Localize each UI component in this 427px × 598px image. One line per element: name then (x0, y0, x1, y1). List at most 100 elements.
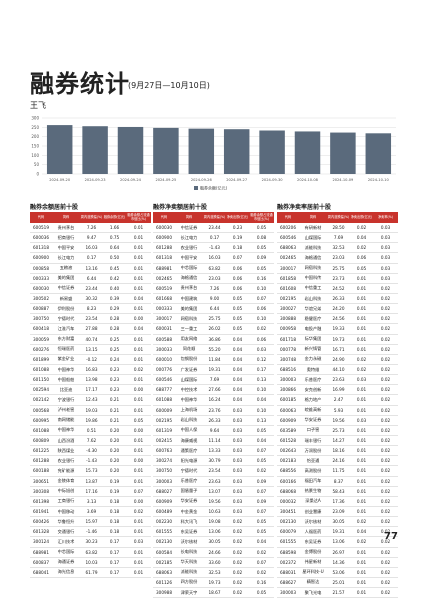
cell: 23.63 (332, 377, 345, 383)
cell: 13.07 (208, 488, 221, 494)
cell: 002230 (156, 519, 172, 525)
cell: 600909 (280, 417, 296, 423)
cell: 000333 (33, 275, 49, 281)
cell: 0.10 (256, 387, 267, 393)
cell: 0.01 (356, 498, 367, 504)
table-row: 603589 口子窖 25.73 0.01 0.02 (277, 426, 398, 436)
cell: 0.04 (256, 438, 267, 444)
cell: 26.97 (332, 549, 345, 555)
cell: 600887 (33, 306, 49, 312)
cell: 19.73 (332, 336, 345, 342)
cell: 0.04 (133, 296, 144, 302)
cell: 0.00 (133, 316, 144, 322)
cell: 0.02 (380, 296, 391, 302)
cell: 23.54 (85, 316, 98, 322)
y-tick-label: 50 (34, 162, 40, 167)
table-row: 601126 四方股份 19.73 0.02 0.16 (153, 578, 274, 589)
cell: 600809 (33, 438, 49, 444)
cell: 0.02 (380, 336, 391, 342)
table-row: 000858 五粮液 13.16 0.45 0.01 (30, 264, 151, 274)
cell: 002195 (156, 417, 172, 423)
cell: 0.05 (256, 458, 267, 464)
cell: 0.09 (256, 255, 267, 261)
cell: -4.30 (86, 448, 97, 454)
cell: 交通银行 (57, 528, 75, 534)
cell: 国盾量子 (180, 488, 198, 494)
table-row: 300003 乐普医疗 23.63 0.03 0.09 (153, 477, 274, 487)
cell: 0.02 (232, 519, 243, 525)
table-row: 600063 皖维高新 5.93 0.01 0.02 (277, 406, 398, 416)
cell: 0.25 (109, 336, 120, 342)
cell: 12.43 (85, 397, 98, 403)
table-row: 600900 长江电力 0.17 0.50 0.01 (30, 253, 151, 264)
cell: 601288 (156, 245, 172, 251)
cell: 688556 (280, 468, 296, 474)
column-header: 周内涨跌幅(%) (327, 214, 350, 219)
cell: 0.02 (380, 590, 391, 596)
table-row: 601899 紫金矿业 -0.12 0.24 0.01 (30, 355, 151, 365)
bar (365, 133, 392, 174)
cell: 0.01 (133, 397, 144, 403)
cell: 25.73 (332, 427, 345, 433)
cell: 0.01 (356, 387, 367, 393)
cell: 0.01 (133, 275, 144, 281)
cell: 601225 (33, 448, 49, 454)
cell: 30.79 (208, 458, 221, 464)
cell: 300651 (33, 478, 49, 484)
cell: 0.06 (356, 255, 367, 261)
cell: 0.01 (356, 306, 367, 312)
title: 融券统计 (30, 70, 130, 98)
cell: 0.23 (109, 367, 120, 373)
cell: 0.20 (109, 427, 120, 433)
cell: 津荣天宇 (180, 589, 198, 595)
cell: 五粮液 (59, 265, 73, 271)
cell: 300274 (156, 458, 172, 464)
cell: 601398 (33, 498, 49, 504)
column-header: 周内涨跌幅(%) (203, 214, 226, 219)
cell: 0.23 (109, 377, 120, 383)
cell: 9.00 (209, 296, 220, 302)
cell: 30.05 (208, 539, 221, 545)
table-row: 688516 奥特维 44.10 0.02 0.02 (277, 365, 398, 376)
cell: 宁德时代 (57, 315, 75, 321)
cell: 0.01 (133, 468, 144, 474)
table-row: 600206 有研新材 28.50 0.02 0.03 (277, 223, 398, 234)
cell: 紫金矿业 (57, 356, 75, 362)
cell: 16.24 (208, 397, 221, 403)
table-row: 601941 中国移动 3.69 0.18 0.02 (30, 507, 151, 518)
table-title: 融券净卖额居前十股 (153, 204, 208, 211)
cell: 601088 (33, 427, 49, 433)
cell: 0.02 (380, 509, 391, 514)
column-header: 代码 (284, 214, 292, 219)
cell: 0.05 (256, 265, 267, 271)
cell: 17.36 (332, 498, 345, 504)
table-row: 300750 宁德时代 23.54 0.28 0.00 (30, 314, 151, 325)
cell: 深桑达A (305, 498, 321, 504)
cell: 32.53 (208, 569, 221, 575)
y-tick-label: 100 (31, 153, 39, 158)
cell: 600995 (33, 417, 49, 423)
cell: 002130 (280, 519, 296, 525)
cell: 口子窖 (306, 427, 320, 433)
cell: 13.98 (85, 377, 98, 383)
table-row: 600418 江淮汽车 27.88 0.28 0.04 (30, 324, 151, 335)
table-row: 000568 泸州老窖 19.03 0.21 0.01 (30, 406, 151, 416)
cell: 16.03 (85, 245, 98, 251)
cell: 27.88 (85, 326, 98, 332)
cell: 0.03 (356, 417, 367, 423)
cell: 农业银行 (180, 244, 198, 250)
cell: 0.16 (256, 579, 267, 585)
table-row: 601150 中国船舶 13.98 0.23 0.01 (30, 375, 151, 386)
cell: 16.03 (208, 255, 221, 261)
table-row: 600185 格力地产 2.47 0.01 0.02 (277, 395, 398, 406)
cell: 601668 (156, 296, 172, 302)
bar (223, 129, 250, 174)
cell: 华安证券 (180, 498, 198, 504)
column-header: 净卖出额(亿元) (350, 214, 373, 219)
cell: 科大讯飞 (180, 518, 198, 524)
cell: 瑞丰银行 (304, 437, 322, 443)
table-row: 002465 海格通信 23.03 0.06 0.16 (153, 274, 274, 284)
table-row: 002465 海格通信 23.03 0.06 0.03 (277, 253, 398, 264)
cell: 0.05 (256, 529, 267, 535)
cell: -0.12 (86, 356, 97, 362)
